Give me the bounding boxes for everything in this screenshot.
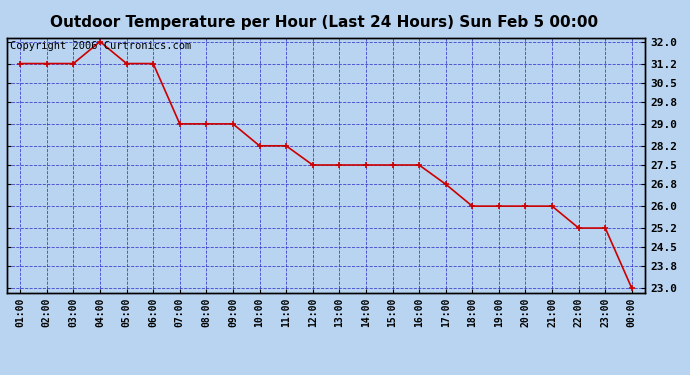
Text: Outdoor Temperature per Hour (Last 24 Hours) Sun Feb 5 00:00: Outdoor Temperature per Hour (Last 24 Ho… <box>50 15 598 30</box>
Text: Copyright 2006 Curtronics.com: Copyright 2006 Curtronics.com <box>10 41 191 51</box>
